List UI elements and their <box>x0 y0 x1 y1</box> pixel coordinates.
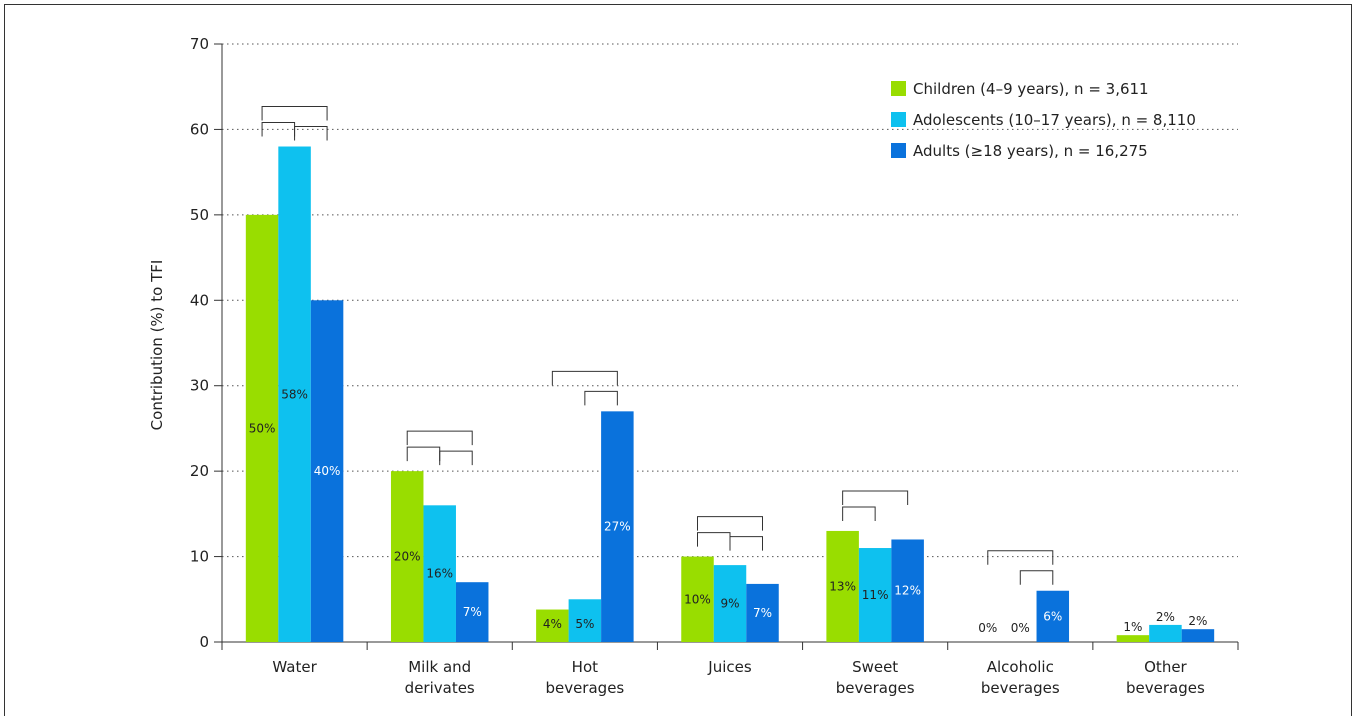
significance-bracket <box>261 106 328 121</box>
bar <box>278 146 311 642</box>
bar <box>310 300 344 642</box>
x-category-label: beverages <box>545 679 624 697</box>
significance-bracket <box>842 506 876 521</box>
x-category-label: Sweet <box>852 658 898 676</box>
bar <box>536 609 569 642</box>
bar <box>390 471 424 642</box>
bar <box>891 539 924 642</box>
significance-bracket <box>1019 570 1054 585</box>
bar <box>1036 590 1070 642</box>
data-label: 6% <box>1043 609 1062 623</box>
legend-swatch <box>891 143 906 158</box>
x-category-label: beverages <box>1126 679 1205 697</box>
x-category-label: Alcoholic <box>987 658 1054 676</box>
bars <box>245 146 1215 642</box>
data-label: 2% <box>1188 614 1207 628</box>
x-category-label: beverages <box>836 679 915 697</box>
chart-frame <box>4 4 1352 716</box>
data-label: 16% <box>426 567 453 581</box>
x-category-label: Milk and <box>408 658 471 676</box>
data-label: 0% <box>978 621 997 635</box>
y-tick-label: 10 <box>190 548 209 566</box>
x-axis: Water Milk and derivates Hot beverages Juices… <box>221 641 1239 697</box>
data-label: 0% <box>1011 621 1030 635</box>
bar <box>746 583 779 642</box>
data-label: 40% <box>314 464 341 478</box>
legend-label: Adults (≥18 years), n = 16,275 <box>913 142 1148 160</box>
x-category-label: beverages <box>981 679 1060 697</box>
legend-label: Children (4–9 years), n = 3,611 <box>913 80 1149 98</box>
data-labels: 50% 20% 4% 10% 13% 0% 1% 58% 16% 5% 9% 11% 0% 2% 40% 7%… <box>249 387 1208 635</box>
significance-bracket <box>294 126 328 141</box>
data-label: 13% <box>829 579 856 593</box>
significance-brackets <box>261 106 1054 585</box>
data-label: 9% <box>720 597 739 611</box>
significance-bracket <box>551 370 618 386</box>
bar <box>858 548 892 642</box>
bar <box>1181 629 1215 642</box>
bar <box>713 565 747 642</box>
significance-bracket <box>406 430 473 446</box>
significance-bracket <box>697 532 731 547</box>
y-tick-label: 60 <box>190 120 209 138</box>
y-tick-label: 50 <box>190 206 209 224</box>
legend-swatch <box>891 81 906 96</box>
data-label: 4% <box>543 617 562 631</box>
y-tick-label: 0 <box>199 633 209 651</box>
legend-swatch <box>891 112 906 127</box>
significance-bracket <box>406 446 441 462</box>
data-label: 11% <box>862 588 889 602</box>
significance-bracket <box>697 516 763 531</box>
x-category-label: Juices <box>707 658 752 676</box>
bar <box>568 599 602 642</box>
y-axis: 0 10 20 30 40 50 60 70 <box>190 35 223 651</box>
bar <box>826 530 859 642</box>
data-label: 50% <box>249 421 276 435</box>
bar <box>681 556 714 642</box>
bar <box>245 214 279 642</box>
significance-bracket <box>729 536 763 551</box>
y-tick-label: 40 <box>190 291 209 309</box>
y-tick-label: 30 <box>190 377 209 395</box>
x-category-label: derivates <box>405 679 475 697</box>
x-category-label: Water <box>272 658 317 676</box>
y-tick-label: 20 <box>190 462 209 480</box>
y-tick-label: 70 <box>190 35 209 53</box>
legend: Children (4–9 years), n = 3,611 Adolescen… <box>891 80 1196 160</box>
data-label: 12% <box>894 584 921 598</box>
y-axis-title: Contribution (%) to TFI <box>148 260 166 431</box>
bar <box>423 505 456 642</box>
bar <box>1149 624 1182 642</box>
legend-label: Adolescents (10–17 years), n = 8,110 <box>913 111 1196 129</box>
x-category-label: Hot <box>572 658 598 676</box>
data-label: 7% <box>753 606 772 620</box>
data-label: 2% <box>1156 610 1175 624</box>
significance-bracket <box>842 490 909 505</box>
data-label: 5% <box>575 617 594 631</box>
bar <box>1116 635 1150 642</box>
data-label: 27% <box>604 520 631 534</box>
x-category-label: Other <box>1144 658 1187 676</box>
bar <box>455 582 489 642</box>
bar <box>601 411 634 642</box>
data-label: 1% <box>1123 620 1142 634</box>
significance-bracket <box>987 550 1054 565</box>
data-label: 20% <box>394 550 421 564</box>
significance-bracket <box>439 450 473 466</box>
data-label: 7% <box>463 605 482 619</box>
data-label: 58% <box>281 387 308 401</box>
data-label: 10% <box>684 592 711 606</box>
significance-bracket <box>584 390 618 406</box>
